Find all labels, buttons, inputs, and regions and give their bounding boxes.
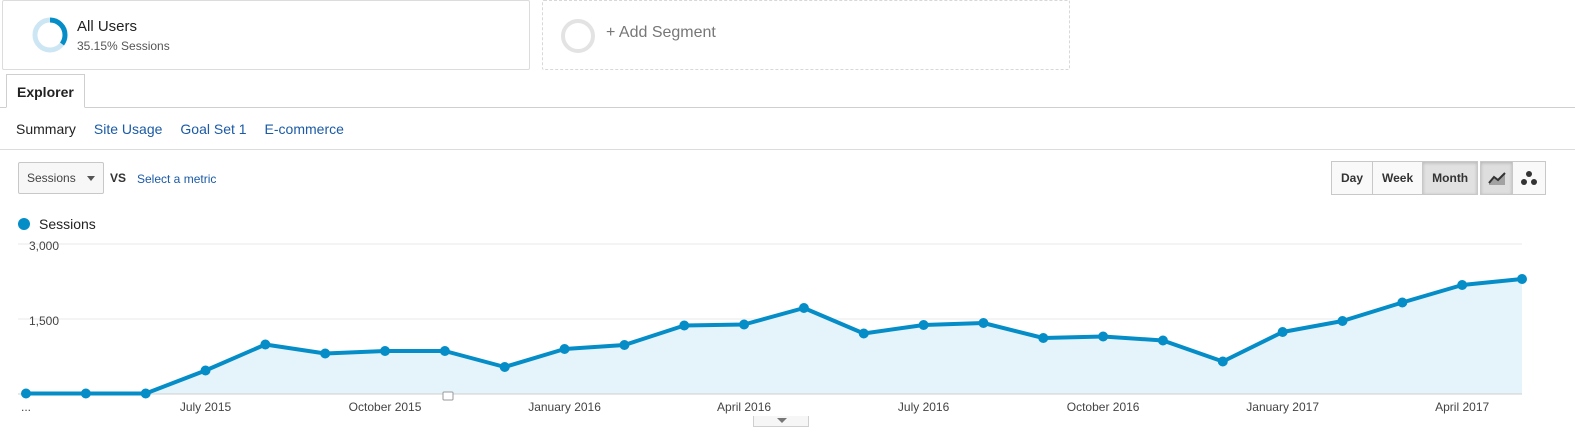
data-point: [1217, 356, 1228, 367]
data-point: [21, 388, 31, 399]
tab-explorer[interactable]: Explorer: [6, 74, 85, 108]
x-tick-label: July 2016: [898, 400, 950, 414]
annotation-icon: [442, 391, 454, 401]
line-chart-icon: [1487, 172, 1506, 185]
select-metric-link[interactable]: Select a metric: [137, 172, 217, 186]
sessions-chart: 1,500 3,000... July 2015 October 2015 Januar…: [18, 239, 1527, 414]
data-point: [619, 340, 630, 350]
data-point: [858, 328, 869, 339]
data-point: [679, 320, 690, 331]
subnav-summary[interactable]: Summary: [16, 121, 76, 137]
line-chart-button[interactable]: [1480, 161, 1513, 195]
data-point: [200, 365, 211, 376]
data-point: [1337, 316, 1348, 326]
data-point: [80, 388, 91, 399]
x-tick-label: January 2016: [528, 400, 601, 414]
data-point: [140, 388, 151, 399]
data-point: [260, 339, 271, 350]
empty-segment-ring-icon: [561, 19, 595, 53]
segment-title: All Users: [77, 18, 138, 35]
data-point: [499, 362, 510, 372]
x-tick-label: July 2015: [180, 400, 232, 414]
subnav-ecommerce[interactable]: E-commerce: [264, 121, 344, 137]
chart-legend: Sessions: [18, 216, 96, 232]
segment-subtitle: 35.15% Sessions: [77, 39, 170, 53]
y-tick-label: 3,000: [29, 239, 59, 253]
report-subnav: Summary Site Usage Goal Set 1 E-commerce: [16, 121, 362, 137]
subnav-divider: [0, 149, 1575, 150]
x-tick-label: ...: [21, 400, 31, 414]
series-line: [26, 277, 1523, 396]
data-point: [1397, 297, 1408, 308]
x-tick-label: October 2015: [349, 400, 422, 414]
data-point: [439, 346, 450, 356]
chart-collapse-handle[interactable]: [753, 416, 809, 427]
period-day-button[interactable]: Day: [1331, 161, 1374, 195]
series-area: [26, 279, 1522, 394]
add-segment-button[interactable]: + Add Segment: [542, 0, 1070, 70]
data-point: [1157, 335, 1168, 346]
data-point: [559, 344, 570, 354]
tab-divider: [0, 107, 1575, 108]
subnav-goal-set-1[interactable]: Goal Set 1: [180, 121, 247, 137]
x-tick-label: January 2017: [1246, 400, 1319, 414]
period-toggle: Day Week Month: [1331, 161, 1479, 195]
period-week-button[interactable]: Week: [1373, 161, 1424, 195]
chart-type-toggle: [1480, 161, 1546, 195]
x-tick-label: October 2016: [1067, 400, 1140, 414]
motion-chart-button[interactable]: [1513, 161, 1546, 195]
data-point: [918, 320, 929, 330]
data-point: [1098, 331, 1109, 342]
segment-card-all-users[interactable]: All Users 35.15% Sessions: [2, 0, 530, 70]
data-point: [798, 303, 809, 313]
add-segment-label: + Add Segment: [606, 24, 716, 41]
data-point: [380, 346, 391, 356]
metric-select-value: Sessions: [27, 171, 76, 185]
data-point: [978, 318, 989, 328]
legend-label: Sessions: [39, 216, 96, 232]
y-tick-label: 1,500: [29, 314, 59, 328]
motion-chart-icon: [1521, 171, 1537, 185]
subnav-site-usage[interactable]: Site Usage: [93, 121, 163, 137]
data-point: [1517, 274, 1527, 284]
data-point: [1457, 280, 1468, 290]
period-month-button[interactable]: Month: [1423, 161, 1479, 195]
legend-dot-icon: [18, 218, 30, 230]
data-point: [1277, 327, 1288, 337]
dropdown-caret-icon: [87, 176, 95, 181]
segment-ring-icon: [32, 17, 68, 53]
data-point: [739, 319, 750, 330]
x-tick-label: April 2017: [1435, 400, 1489, 414]
data-point: [1038, 333, 1049, 343]
data-point: [320, 348, 331, 359]
vs-label: VS: [110, 171, 127, 185]
x-tick-label: April 2016: [717, 400, 771, 414]
chevron-down-icon: [777, 418, 787, 423]
metric-select[interactable]: Sessions: [18, 162, 104, 194]
